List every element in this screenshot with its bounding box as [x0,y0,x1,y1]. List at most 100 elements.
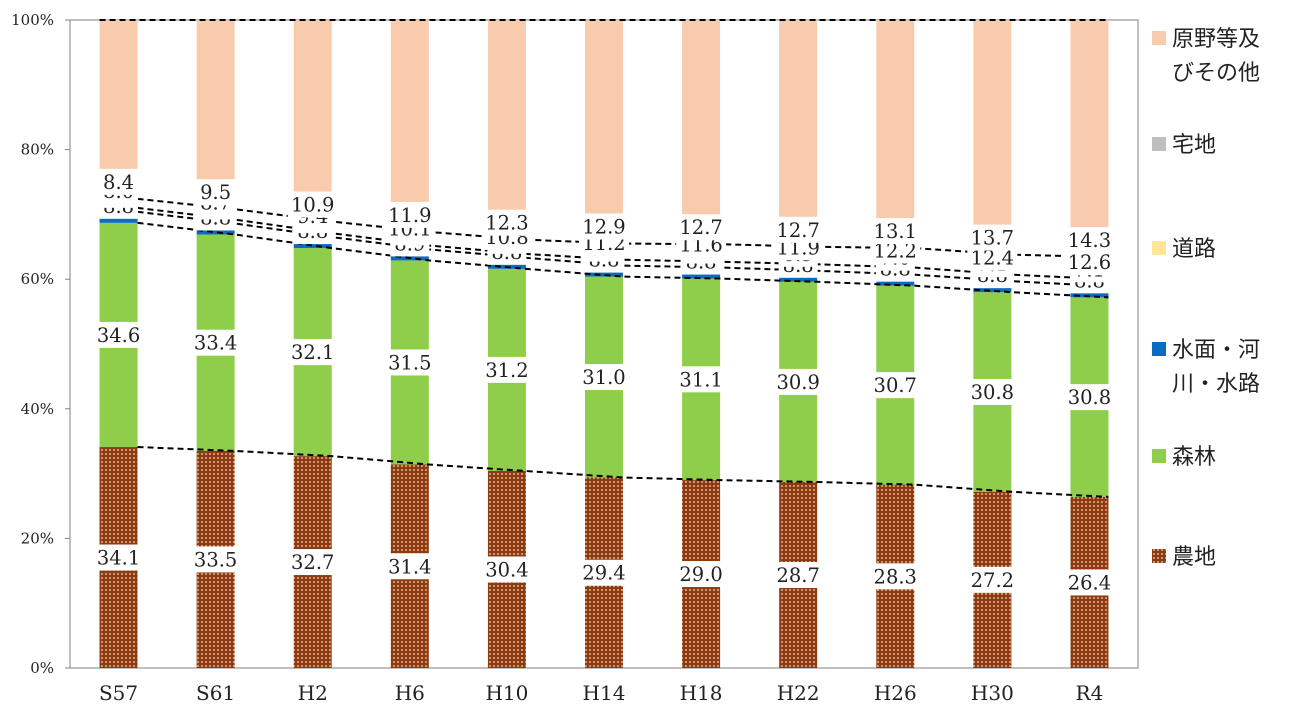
value-label-bg-6-R4 [1064,227,1115,254]
value-label-2-H2: 32.1 [291,341,334,364]
x-tick-label-H30: H30 [971,681,1014,705]
value-label-2-H26: 30.7 [874,374,917,397]
value-label-bg-1-R4 [1064,569,1115,596]
bar-segment-6-H6 [390,20,429,232]
value-label-1-H22: 28.7 [776,564,819,587]
value-label-5-R4: 12.6 [1068,251,1111,274]
legend-label-1-0: 農地 [1172,545,1216,570]
value-label-2-H6: 31.5 [388,351,431,374]
value-label-bg-2-H10 [481,356,532,383]
legend-swatch-4 [1152,241,1166,255]
x-tick-label-H2: H2 [298,681,328,705]
value-label-1-R4: 26.4 [1068,571,1111,594]
value-label-bg-1-H14 [579,559,629,586]
value-label-6-H22: 12.7 [776,219,819,242]
value-label-2-H10: 31.2 [485,359,528,382]
y-tick-label-5: 100% [11,11,54,29]
value-label-5-H30: 12.4 [971,247,1014,270]
y-tick-label-0: 0% [30,659,54,677]
connector-line-1 [137,446,1109,498]
value-label-6-H30: 13.7 [971,227,1014,250]
value-label-1-S61: 33.5 [194,548,237,571]
value-label-bg-2-H2 [287,339,338,366]
value-label-2-S61: 33.4 [194,332,237,355]
value-label-6-S61: 9.5 [200,181,231,204]
value-label-bg-1-H2 [287,549,338,576]
bar-segment-6-H10 [487,20,526,240]
value-label-1-H30: 27.2 [971,569,1014,592]
legend-label-2-0: 森林 [1172,445,1216,470]
value-label-bg-1-S57 [93,544,144,571]
value-label-6-H6: 11.9 [388,204,431,227]
value-label-6-H10: 12.3 [485,212,528,235]
value-label-6-H18: 12.7 [679,216,722,239]
value-label-bg-1-H10 [481,556,532,583]
value-label-1-H26: 28.3 [874,565,917,588]
value-label-bg-6-H10 [481,209,532,236]
value-label-bg-6-H2 [287,191,338,218]
bar-segment-6-H22 [779,20,818,247]
x-tick-label-S57: S57 [99,681,138,705]
bar-segment-6-H30 [973,20,1012,255]
bar-segment-6-R4 [1070,20,1109,258]
value-label-bg-2-R4 [1064,384,1115,411]
value-label-bg-5-R4 [1064,249,1115,276]
value-label-1-H10: 30.4 [485,559,528,582]
bar-segment-6-H2 [293,20,332,222]
legend-label-6-0: 原野等及 [1172,27,1260,52]
value-label-bg-1-H30 [967,566,1018,593]
x-tick-label-R4: R4 [1076,681,1104,705]
value-label-bg-2-H26 [870,372,921,399]
value-label-1-H2: 32.7 [291,551,334,574]
bar-segment-6-H18 [682,20,721,245]
value-label-1-H18: 29.0 [679,563,722,586]
value-label-bg-2-H30 [967,378,1018,405]
legend-label-6-1: びその他 [1172,61,1260,86]
value-label-bg-1-H6 [384,553,435,580]
value-label-2-S57: 34.6 [97,324,140,347]
x-tick-label-H14: H14 [583,681,626,705]
x-tick-label-H10: H10 [485,681,528,705]
value-label-5-H26: 12.2 [874,240,917,263]
legend-swatch-2 [1152,449,1166,463]
y-tick-label-1: 20% [21,529,54,547]
legend-label-4-0: 道路 [1172,237,1216,262]
y-tick-label-4: 80% [21,141,54,159]
x-tick-label-H18: H18 [680,681,723,705]
x-tick-label-H6: H6 [395,681,425,705]
value-label-2-H18: 31.1 [679,368,722,391]
y-tick-label-3: 60% [21,270,54,288]
value-label-bg-1-H22 [773,562,824,589]
bar-segment-6-S61 [196,20,235,210]
legend-swatch-3 [1152,342,1166,356]
legend-label-3-1: 川・水路 [1172,372,1260,397]
value-label-bg-6-S57 [99,168,139,195]
legend-label-5-0: 宅地 [1172,133,1216,158]
value-label-bg-6-H22 [773,216,824,243]
value-label-bg-6-S61 [196,179,236,206]
value-label-bg-6-H6 [384,201,435,228]
value-label-1-H6: 31.4 [388,555,431,578]
bar-segment-6-H26 [876,20,915,249]
value-label-2-H30: 30.8 [971,381,1014,404]
value-label-2-H14: 31.0 [582,366,625,389]
value-label-2-H22: 30.9 [776,371,819,394]
value-label-bg-1-S61 [190,546,241,573]
value-label-bg-6-H18 [676,214,727,241]
legend-swatch-6 [1152,31,1166,45]
value-label-1-S57: 34.1 [97,547,140,570]
x-tick-label-H26: H26 [874,681,917,705]
value-label-6-H14: 12.9 [582,216,625,239]
value-label-bg-1-H26 [870,563,921,590]
x-tick-label-S61: S61 [196,681,235,705]
value-label-bg-6-H26 [870,218,921,245]
value-label-6-R4: 14.3 [1068,229,1111,252]
bar-segment-6-H14 [585,20,623,244]
value-label-6-H26: 13.1 [874,220,917,243]
legend-swatch-5 [1152,137,1166,151]
x-tick-label-H22: H22 [777,681,820,705]
value-labels: 34.134.68.86.18.08.433.533.48.86.28.79.5… [93,168,1115,596]
value-label-bg-2-H22 [773,368,824,395]
